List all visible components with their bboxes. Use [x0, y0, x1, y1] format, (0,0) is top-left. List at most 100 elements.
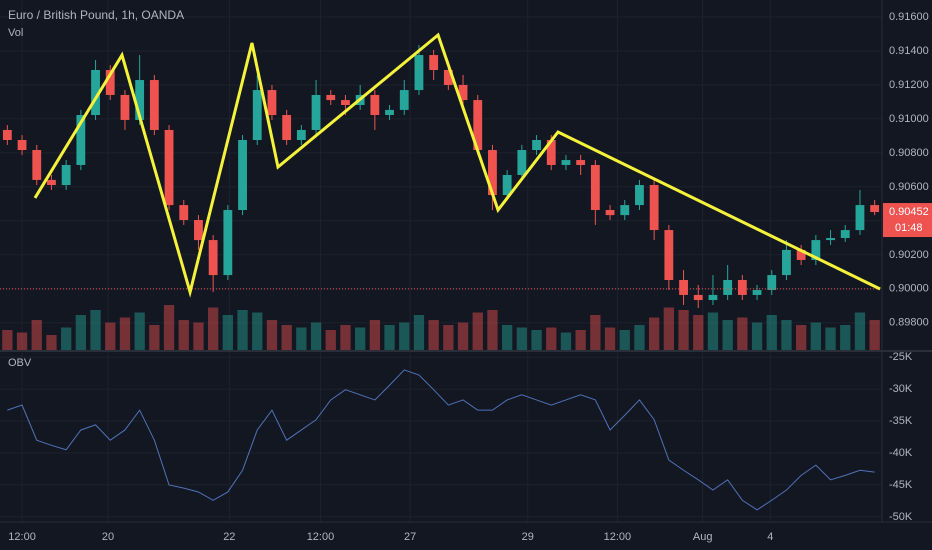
obv-tick-label: -50K: [889, 511, 913, 523]
candle-body: [826, 238, 835, 241]
volume-bar: [693, 315, 704, 350]
y-tick-label: 0.90800: [889, 147, 929, 159]
volume-bar: [663, 307, 674, 350]
candle-body: [385, 109, 394, 116]
candle-body: [76, 115, 86, 165]
volume-bar: [325, 330, 336, 350]
volume-bar: [649, 317, 660, 350]
volume-bar: [443, 325, 454, 350]
volume-bar: [310, 322, 322, 350]
candle-body: [737, 280, 747, 295]
volume-bar: [61, 327, 72, 350]
candle-body: [17, 140, 27, 151]
candle-body: [414, 55, 424, 91]
candle-body: [194, 220, 203, 241]
volume-bar: [281, 325, 292, 350]
volume-bar: [457, 322, 469, 350]
candle-body: [693, 294, 703, 301]
candle-body: [120, 94, 130, 120]
candle-body: [767, 275, 777, 291]
volume-bar: [546, 327, 557, 350]
candle-body: [752, 290, 762, 295]
volume-bar: [340, 325, 351, 350]
x-tick-label: 29: [522, 531, 534, 543]
volume-bar: [766, 315, 777, 350]
volume-bar: [178, 320, 189, 350]
volume-label: Vol: [8, 27, 23, 39]
volume-bar: [722, 320, 733, 350]
volume-bar: [516, 327, 527, 350]
candle-body: [252, 90, 262, 140]
x-tick-label: 22: [223, 531, 235, 543]
obv-tick-label: -35K: [889, 415, 913, 427]
volume-bar: [502, 325, 513, 350]
obv-label: OBV: [8, 357, 32, 369]
volume-bar: [825, 327, 836, 350]
candle-body: [105, 70, 115, 95]
candle-body: [91, 70, 100, 116]
x-tick-label: 27: [404, 531, 416, 543]
volume-bar: [266, 320, 278, 350]
volume-bar: [90, 310, 101, 350]
volume-bar: [575, 330, 586, 350]
volume-bar: [428, 320, 439, 350]
x-tick-label: Aug: [693, 531, 713, 543]
y-tick-label: 0.91400: [889, 45, 929, 57]
candle-body: [723, 280, 733, 295]
x-tick-label: 4: [767, 531, 773, 543]
grid: [0, 0, 882, 522]
volume-bar: [560, 332, 572, 350]
candle-body: [164, 129, 174, 206]
obv-line: [7, 369, 875, 511]
volume-bar: [678, 310, 689, 350]
volume-bar: [472, 312, 483, 350]
obv-tick-label: -45K: [889, 479, 913, 491]
countdown-label: 01:48: [895, 222, 923, 234]
y-tick-label: 0.91000: [889, 113, 929, 125]
candle-body: [370, 94, 380, 116]
candle-body: [635, 185, 644, 206]
candle-body: [135, 80, 145, 120]
volume-bar: [31, 320, 42, 350]
candle-body: [517, 150, 527, 175]
candle-body: [605, 210, 615, 216]
volume-bar: [149, 325, 160, 350]
candle-body: [870, 205, 880, 213]
volume-bar: [369, 320, 380, 350]
candle-body: [429, 55, 439, 70]
candle-body: [208, 240, 218, 276]
volume-bar: [487, 310, 498, 350]
candle-body: [840, 230, 850, 239]
candle-body: [546, 140, 556, 165]
y-tick-label: 0.90600: [889, 181, 929, 193]
candle-body: [473, 100, 483, 151]
volume-bar: [105, 322, 116, 350]
candle-body: [47, 179, 56, 186]
volume-bar: [252, 312, 263, 350]
candle-body: [32, 150, 42, 180]
volume-bar: [399, 322, 410, 350]
y-tick-label: 0.91600: [889, 11, 929, 23]
obv-tick-label: -40K: [889, 447, 913, 459]
volume-bar: [810, 322, 821, 350]
volume-bar: [796, 325, 807, 350]
candle-body: [679, 280, 688, 295]
candle-body: [282, 115, 292, 140]
candle-body: [61, 164, 71, 186]
candle-body: [179, 205, 189, 221]
candle-body: [576, 160, 586, 165]
y-tick-label: 0.90000: [889, 283, 929, 295]
last-price-label: 0.90452: [889, 206, 929, 218]
candle-body: [311, 94, 321, 130]
candle-body: [532, 140, 541, 151]
candle-body: [488, 150, 497, 196]
trend-line: [33, 32, 881, 298]
candle-body: [399, 90, 409, 110]
volume-bar: [619, 330, 630, 350]
candle-body: [811, 240, 821, 260]
candle-body: [443, 70, 453, 85]
volume-bar: [208, 307, 219, 350]
plot: [0, 32, 882, 511]
volume-bar: [840, 325, 851, 350]
